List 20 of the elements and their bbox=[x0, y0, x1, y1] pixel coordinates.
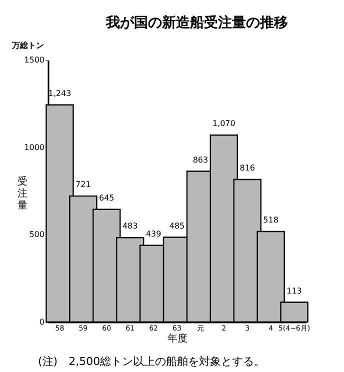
y-axis-title: 受注量 bbox=[18, 176, 28, 212]
y-tick-label: 1500 bbox=[24, 56, 44, 64]
x-axis-title: 年度 bbox=[168, 332, 188, 344]
data-label: 485 bbox=[169, 221, 185, 230]
data-label: 1,243 bbox=[48, 88, 72, 98]
y-tick-label: 0 bbox=[39, 318, 44, 326]
data-label: 1,070 bbox=[212, 119, 236, 128]
data-label: 483 bbox=[122, 222, 138, 231]
chart-title: 我が国の新造船受注量の推移 bbox=[105, 14, 288, 31]
data-label: 863 bbox=[192, 155, 208, 164]
data-label: 439 bbox=[146, 229, 162, 238]
data-label: 816 bbox=[240, 163, 256, 172]
text: 万総トン bbox=[11, 41, 44, 50]
data-label: 721 bbox=[76, 180, 91, 190]
data-label: 113 bbox=[286, 286, 302, 296]
y-tick-label: 1000 bbox=[24, 142, 44, 152]
y-tick-label: 500 bbox=[29, 230, 44, 240]
data-label: 518 bbox=[263, 216, 278, 225]
data-label: 645 bbox=[98, 193, 114, 202]
text: (注) 2,500総トン以上の船舶を対象とする。 bbox=[38, 355, 266, 368]
